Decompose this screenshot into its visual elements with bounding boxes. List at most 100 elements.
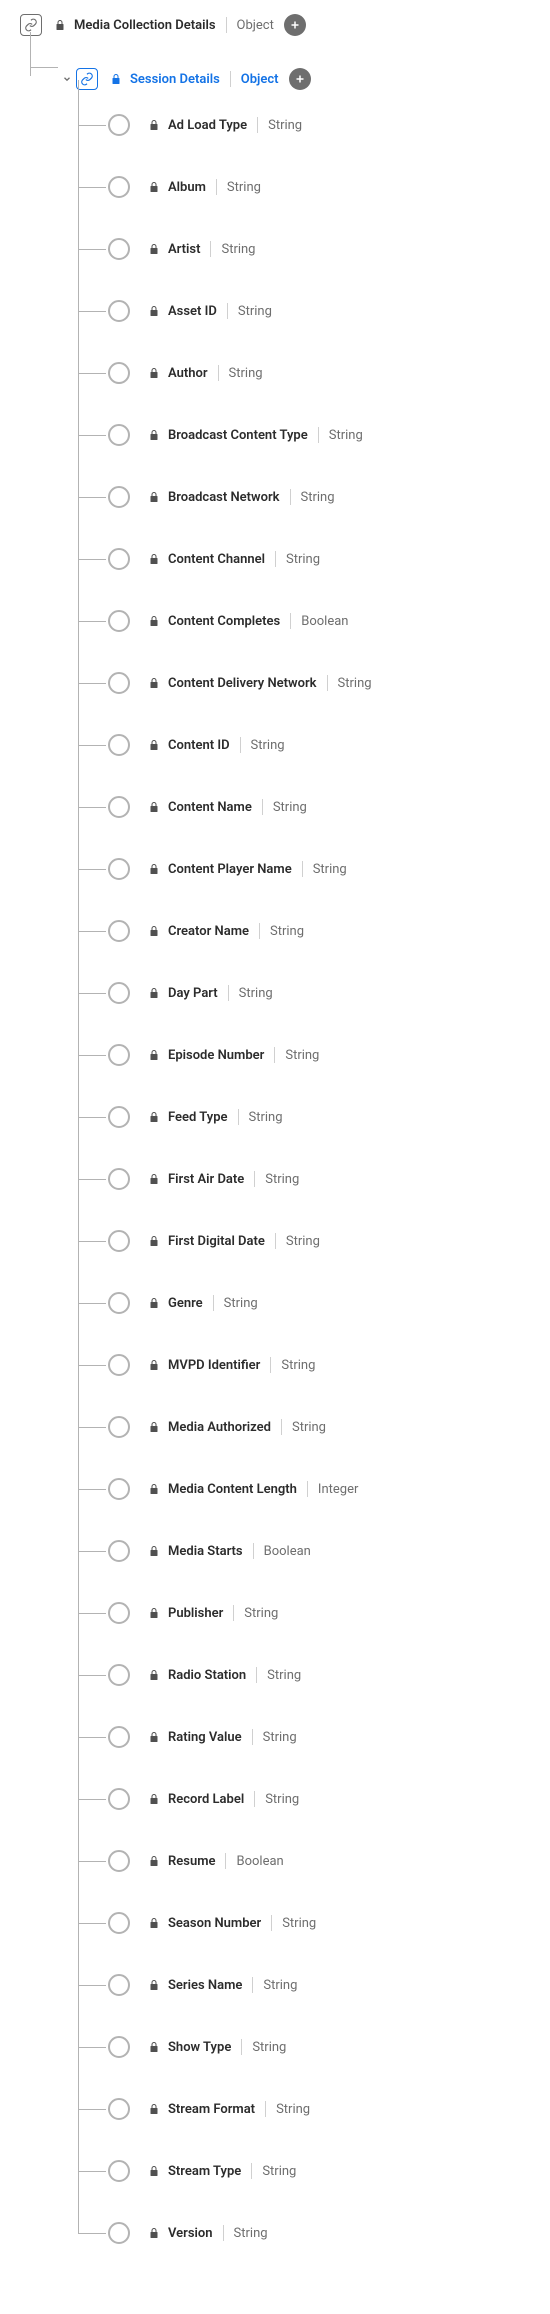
tree-leaf[interactable]: Content NameString bbox=[108, 776, 540, 838]
tree-connector bbox=[78, 2078, 79, 2109]
divider bbox=[227, 303, 228, 319]
lock-icon bbox=[148, 553, 160, 565]
tree-connector bbox=[78, 187, 79, 218]
node-type: Boolean bbox=[301, 614, 348, 629]
node-type: String bbox=[265, 1792, 299, 1807]
tree-connector bbox=[78, 1582, 79, 1613]
divider bbox=[240, 737, 241, 753]
tree-connector bbox=[78, 807, 79, 838]
tree-leaf[interactable]: Content Player NameString bbox=[108, 838, 540, 900]
divider bbox=[252, 1729, 253, 1745]
node-type: String bbox=[282, 1916, 316, 1931]
node-type: String bbox=[263, 1978, 297, 1993]
tree-leaf[interactable]: Media StartsBoolean bbox=[108, 1520, 540, 1582]
divider bbox=[257, 117, 258, 133]
tree-leaf[interactable]: Radio StationString bbox=[108, 1644, 540, 1706]
divider bbox=[213, 1295, 214, 1311]
divider bbox=[230, 71, 231, 87]
tree-connector bbox=[78, 342, 79, 373]
tree-connector bbox=[78, 1520, 79, 1551]
tree-leaf[interactable]: Content ChannelString bbox=[108, 528, 540, 590]
add-button[interactable] bbox=[284, 14, 306, 36]
add-button[interactable] bbox=[289, 68, 311, 90]
tree-connector bbox=[78, 1985, 79, 2016]
tree-leaf[interactable]: Show TypeString bbox=[108, 2016, 540, 2078]
divider bbox=[262, 799, 263, 815]
node-label: Season Number bbox=[168, 1916, 261, 1931]
lock-icon bbox=[148, 491, 160, 503]
tree-leaf[interactable]: Broadcast Content TypeString bbox=[108, 404, 540, 466]
tree-leaf[interactable]: Series NameString bbox=[108, 1954, 540, 2016]
tree-leaf[interactable]: Content Delivery NetworkString bbox=[108, 652, 540, 714]
node-label: Version bbox=[168, 2226, 213, 2241]
node-type: String bbox=[276, 2102, 310, 2117]
divider bbox=[228, 985, 229, 1001]
tree-leaf[interactable]: Season Number String bbox=[108, 1892, 540, 1954]
tree-connector bbox=[78, 1179, 79, 1210]
tree-connector bbox=[78, 1954, 79, 1985]
chevron-down-icon[interactable] bbox=[60, 72, 74, 86]
tree-leaf[interactable]: Stream FormatString bbox=[108, 2078, 540, 2140]
divider bbox=[253, 1543, 254, 1559]
divider bbox=[259, 923, 260, 939]
tree-connector bbox=[78, 2109, 79, 2140]
node-label: Resume bbox=[168, 1854, 215, 1869]
tree-leaf[interactable]: Rating ValueString bbox=[108, 1706, 540, 1768]
tree-connector bbox=[78, 962, 79, 993]
tree-connector bbox=[78, 1458, 79, 1489]
tree-leaf[interactable]: Feed TypeString bbox=[108, 1086, 540, 1148]
tree-leaf[interactable]: Stream TypeString bbox=[108, 2140, 540, 2202]
leaf-icon bbox=[108, 176, 130, 198]
tree-leaf[interactable]: Broadcast NetworkString bbox=[108, 466, 540, 528]
tree-leaf[interactable]: Content CompletesBoolean bbox=[108, 590, 540, 652]
tree-leaf[interactable]: Asset IDString bbox=[108, 280, 540, 342]
tree-leaf[interactable]: Media Content LengthInteger bbox=[108, 1458, 540, 1520]
tree-connector bbox=[78, 249, 106, 250]
tree-node-session-details[interactable]: Session Details Object bbox=[60, 64, 540, 94]
tree-leaf[interactable]: Creator NameString bbox=[108, 900, 540, 962]
tree-leaf[interactable]: MVPD IdentifierString bbox=[108, 1334, 540, 1396]
node-type: String bbox=[224, 1296, 258, 1311]
tree-connector bbox=[78, 280, 79, 311]
node-label: Media Authorized bbox=[168, 1420, 271, 1435]
tree-node-root[interactable]: Media Collection Details Object bbox=[20, 10, 540, 40]
tree-leaf[interactable]: Media AuthorizedString bbox=[108, 1396, 540, 1458]
divider bbox=[233, 1605, 234, 1621]
lock-icon bbox=[54, 19, 66, 31]
divider bbox=[252, 1977, 253, 1993]
tree-leaf[interactable]: AlbumString bbox=[108, 156, 540, 218]
node-type: String bbox=[273, 800, 307, 815]
tree-leaf[interactable]: First Digital DateString bbox=[108, 1210, 540, 1272]
tree-leaf[interactable]: ResumeBoolean bbox=[108, 1830, 540, 1892]
divider bbox=[226, 17, 227, 33]
tree-leaf[interactable]: Genre String bbox=[108, 1272, 540, 1334]
tree-connector bbox=[78, 2171, 106, 2172]
tree-connector bbox=[78, 1706, 79, 1737]
tree-connector bbox=[78, 80, 79, 125]
divider bbox=[271, 1915, 272, 1931]
tree-connector bbox=[78, 776, 79, 807]
tree-leaf[interactable]: First Air DateString bbox=[108, 1148, 540, 1210]
tree-connector bbox=[78, 2109, 106, 2110]
tree-leaf[interactable]: Episode NumberString bbox=[108, 1024, 540, 1086]
tree-leaf[interactable]: Content IDString bbox=[108, 714, 540, 776]
tree-connector bbox=[78, 1179, 106, 1180]
tree-connector bbox=[78, 2202, 79, 2233]
lock-icon bbox=[148, 181, 160, 193]
tree-leaf[interactable]: ArtistString bbox=[108, 218, 540, 280]
node-label: Author bbox=[168, 366, 208, 381]
node-type: String bbox=[265, 1172, 299, 1187]
tree-connector bbox=[78, 931, 79, 962]
tree-leaf[interactable]: Record LabelString bbox=[108, 1768, 540, 1830]
tree-leaf[interactable]: Ad Load TypeString bbox=[108, 94, 540, 156]
node-label: Genre bbox=[168, 1296, 203, 1311]
leaf-icon bbox=[108, 610, 130, 632]
tree-connector bbox=[78, 1303, 79, 1334]
tree-leaf[interactable]: Day PartString bbox=[108, 962, 540, 1024]
tree-leaf[interactable]: VersionString bbox=[108, 2202, 540, 2264]
leaf-icon bbox=[108, 982, 130, 1004]
tree-leaf[interactable]: PublisherString bbox=[108, 1582, 540, 1644]
tree-connector bbox=[78, 311, 79, 342]
lock-icon bbox=[148, 677, 160, 689]
tree-leaf[interactable]: AuthorString bbox=[108, 342, 540, 404]
